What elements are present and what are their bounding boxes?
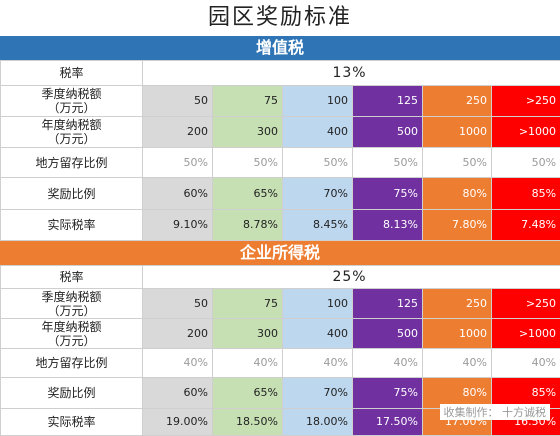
vat-table: 税率 13% 季度纳税额（万元） 50 75 100 125 250 >250 … <box>0 60 560 241</box>
table-cell: 8.78% <box>213 210 283 241</box>
table-row: 季度纳税额（万元） 50 75 100 125 250 >250 <box>1 86 560 117</box>
table-cell: 40% <box>353 349 423 378</box>
table-row: 年度纳税额（万元） 200 300 400 500 1000 >1000 <box>1 319 560 349</box>
table-cell: 500 <box>353 319 423 349</box>
table-cell: 400 <box>283 319 353 349</box>
table-cell: 75 <box>213 86 283 117</box>
table-row: 季度纳税额（万元） 50 75 100 125 250 >250 <box>1 289 560 319</box>
row-label: 季度纳税额（万元） <box>1 86 143 117</box>
row-label: 年度纳税额（万元） <box>1 319 143 349</box>
page: 园区奖励标准 增值税 税率 13% 季度纳税额（万元） 50 75 100 12… <box>0 0 560 420</box>
row-label: 实际税率 <box>1 409 143 436</box>
table-cell: 300 <box>213 319 283 349</box>
table-cell: 250 <box>423 86 492 117</box>
table-cell: 75 <box>213 289 283 319</box>
table-cell: 50% <box>423 148 492 178</box>
table-cell: 125 <box>353 289 423 319</box>
table-cell: >1000 <box>492 117 560 148</box>
table-cell: 17.50% <box>353 409 423 436</box>
table-cell: 65% <box>213 178 283 210</box>
table-cell: 50% <box>213 148 283 178</box>
table-cell: >250 <box>492 86 560 117</box>
table-cell: >250 <box>492 289 560 319</box>
table-cell: 75% <box>353 378 423 409</box>
table-cell: 85% <box>492 178 560 210</box>
row-label: 奖励比例 <box>1 178 143 210</box>
cit-rate-row: 税率 25% <box>1 266 560 289</box>
table-cell: 18.00% <box>283 409 353 436</box>
vat-rate-label: 税率 <box>1 61 143 86</box>
table-cell: 18.50% <box>213 409 283 436</box>
table-cell: 40% <box>283 349 353 378</box>
table-cell: 125 <box>353 86 423 117</box>
table-cell: 50% <box>143 148 213 178</box>
table-cell: 7.80% <box>423 210 492 241</box>
table-row: 年度纳税额（万元） 200 300 400 500 1000 >1000 <box>1 117 560 148</box>
table-cell: 7.48% <box>492 210 560 241</box>
table-cell: 1000 <box>423 117 492 148</box>
table-cell: 400 <box>283 117 353 148</box>
row-label: 季度纳税额（万元） <box>1 289 143 319</box>
page-title: 园区奖励标准 <box>0 0 560 36</box>
table-cell: 60% <box>143 178 213 210</box>
table-cell: 200 <box>143 319 213 349</box>
table-cell: 50% <box>353 148 423 178</box>
table-cell: 40% <box>423 349 492 378</box>
credit-watermark: 收集制作： 十方诚税 <box>440 404 551 420</box>
vat-rate-row: 税率 13% <box>1 61 560 86</box>
table-cell: 80% <box>423 178 492 210</box>
table-cell: 65% <box>213 378 283 409</box>
table-cell: 60% <box>143 378 213 409</box>
table-cell: 200 <box>143 117 213 148</box>
table-cell: 8.13% <box>353 210 423 241</box>
table-cell: 300 <box>213 117 283 148</box>
vat-section-header: 增值税 <box>0 36 560 60</box>
row-label: 奖励比例 <box>1 378 143 409</box>
table-row: 实际税率 9.10% 8.78% 8.45% 8.13% 7.80% 7.48% <box>1 210 560 241</box>
cit-rate-value: 25% <box>143 266 560 289</box>
row-label: 年度纳税额（万元） <box>1 117 143 148</box>
table-cell: 70% <box>283 378 353 409</box>
table-cell: 70% <box>283 178 353 210</box>
table-cell: 8.45% <box>283 210 353 241</box>
table-cell: 40% <box>492 349 560 378</box>
table-cell: 75% <box>353 178 423 210</box>
table-row: 奖励比例 60% 65% 70% 75% 80% 85% <box>1 178 560 210</box>
table-cell: 40% <box>143 349 213 378</box>
table-row: 地方留存比例 40% 40% 40% 40% 40% 40% <box>1 349 560 378</box>
table-cell: 50% <box>492 148 560 178</box>
table-cell: 50 <box>143 86 213 117</box>
table-cell: 250 <box>423 289 492 319</box>
row-label: 地方留存比例 <box>1 148 143 178</box>
table-cell: 40% <box>213 349 283 378</box>
row-label: 地方留存比例 <box>1 349 143 378</box>
cit-rate-label: 税率 <box>1 266 143 289</box>
table-cell: 100 <box>283 86 353 117</box>
vat-rate-value: 13% <box>143 61 560 86</box>
row-label: 实际税率 <box>1 210 143 241</box>
table-cell: 19.00% <box>143 409 213 436</box>
cit-section-header: 企业所得税 <box>0 241 560 265</box>
table-cell: 1000 <box>423 319 492 349</box>
table-cell: 9.10% <box>143 210 213 241</box>
table-cell: 50% <box>283 148 353 178</box>
table-cell: >1000 <box>492 319 560 349</box>
table-cell: 50 <box>143 289 213 319</box>
table-cell: 100 <box>283 289 353 319</box>
table-cell: 500 <box>353 117 423 148</box>
table-row: 地方留存比例 50% 50% 50% 50% 50% 50% <box>1 148 560 178</box>
